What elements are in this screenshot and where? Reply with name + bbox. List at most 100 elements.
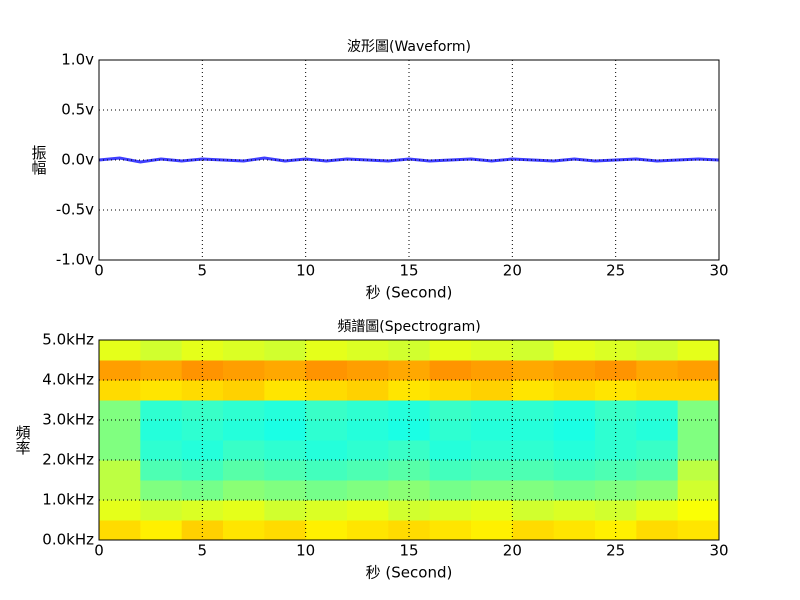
spectrogram-cell — [429, 360, 472, 381]
spectrogram-cell — [181, 420, 224, 441]
spectrogram-cell — [636, 340, 679, 361]
spectrogram-cell — [636, 360, 679, 381]
chart-title: 波形圖(Waveform) — [347, 39, 471, 55]
spectrogram-cell — [471, 480, 513, 501]
spectrogram-cell — [264, 400, 307, 421]
spectrogram-cell — [512, 380, 555, 401]
spectrogram-cell — [636, 420, 679, 441]
spectrogram-cell — [99, 520, 141, 541]
x-tick-label: 25 — [606, 542, 625, 560]
spectrogram-cell — [429, 340, 472, 361]
y-tick-label: 1.0kHz — [42, 491, 94, 509]
y-tick-label: 4.0kHz — [42, 371, 94, 389]
spectrogram-cell — [305, 500, 348, 521]
spectrogram-cell — [99, 340, 141, 361]
spectrogram-cell — [553, 500, 596, 521]
spectrogram-cell — [595, 460, 637, 481]
x-tick-label: 5 — [198, 262, 208, 280]
spectrogram-cell — [595, 480, 637, 501]
spectrogram-cell — [305, 380, 348, 401]
spectrogram-cell — [140, 340, 183, 361]
spectrogram-cell — [677, 480, 720, 501]
spectrogram-cell — [471, 380, 513, 401]
spectrogram-cell — [347, 360, 389, 381]
spectrogram-cell — [595, 400, 637, 421]
spectrogram-cell — [347, 520, 389, 541]
spectrogram-cell — [305, 420, 348, 441]
x-tick-label: 5 — [198, 542, 208, 560]
spectrogram-cell — [140, 480, 183, 501]
spectrogram-cell — [471, 420, 513, 441]
spectrogram-cell — [471, 340, 513, 361]
spectrogram-cell — [636, 380, 679, 401]
spectrogram-cell — [677, 520, 720, 541]
spectrogram-cell — [429, 420, 472, 441]
spectrogram-cell — [181, 380, 224, 401]
y-tick-label: 0.0kHz — [42, 531, 94, 549]
spectrogram-cell — [264, 420, 307, 441]
spectrogram-cell — [636, 520, 679, 541]
spectrogram-cell — [181, 520, 224, 541]
x-tick-label: 30 — [709, 542, 728, 560]
spectrogram-cell — [636, 500, 679, 521]
spectrogram-cell — [223, 380, 265, 401]
spectrogram-cell — [264, 440, 307, 461]
spectrogram-cell — [99, 460, 141, 481]
spectrogram-cell — [140, 460, 183, 481]
spectrogram-cell — [512, 360, 555, 381]
y-tick-label: 5.0kHz — [42, 331, 94, 349]
spectrogram-cell — [471, 500, 513, 521]
spectrogram-cell — [636, 400, 679, 421]
spectrogram-cell — [140, 360, 183, 381]
spectrogram-cell — [512, 520, 555, 541]
spectrogram-cell — [595, 360, 637, 381]
spectrogram-cell — [595, 380, 637, 401]
spectrogram-cell — [223, 420, 265, 441]
spectrogram-cell — [595, 520, 637, 541]
spectrogram-cell — [388, 480, 431, 501]
spectrogram-cell — [388, 360, 431, 381]
spectrogram-cell — [305, 360, 348, 381]
spectrogram-cell — [471, 460, 513, 481]
spectrogram-cell — [388, 400, 431, 421]
spectrogram-cell — [264, 520, 307, 541]
x-tick-label: 25 — [606, 262, 625, 280]
spectrogram-cell — [636, 480, 679, 501]
spectrogram-cell — [636, 460, 679, 481]
x-tick-label: 10 — [296, 542, 315, 560]
spectrogram-cell — [223, 340, 265, 361]
y-tick-label: 3.0kHz — [42, 411, 94, 429]
spectrogram-cell — [347, 500, 389, 521]
spectrogram-cell — [264, 360, 307, 381]
plot-border — [98, 59, 720, 261]
spectrogram-cell — [223, 500, 265, 521]
x-tick-label: 15 — [399, 542, 418, 560]
spectrogram-cell — [677, 340, 720, 361]
spectrogram-cell — [305, 340, 348, 361]
spectrogram-cell — [429, 460, 472, 481]
spectrogram-cell — [181, 440, 224, 461]
y-tick-label: 0.5v — [61, 101, 94, 119]
spectrogram-cell — [223, 520, 265, 541]
spectrogram-cell — [553, 360, 596, 381]
spectrogram-cell — [429, 380, 472, 401]
spectrogram-cell — [595, 420, 637, 441]
spectrogram-cell — [512, 500, 555, 521]
spectrogram-cell — [264, 500, 307, 521]
spectrogram-cell — [264, 340, 307, 361]
plot-border — [98, 339, 720, 541]
spectrogram-cell — [512, 440, 555, 461]
spectrogram-cell — [140, 500, 183, 521]
x-tick-label: 10 — [296, 262, 315, 280]
spectrogram-cell — [181, 480, 224, 501]
spectrogram-cell — [677, 500, 720, 521]
spectrogram-cell — [99, 480, 141, 501]
x-tick-label: 0 — [94, 542, 104, 560]
spectrogram-cell — [595, 440, 637, 461]
spectrogram-cell — [553, 460, 596, 481]
spectrogram-cell — [223, 440, 265, 461]
spectrogram-cell — [512, 340, 555, 361]
spectrogram-cell — [553, 380, 596, 401]
spectrogram-cell — [388, 500, 431, 521]
spectrogram-cell — [553, 400, 596, 421]
